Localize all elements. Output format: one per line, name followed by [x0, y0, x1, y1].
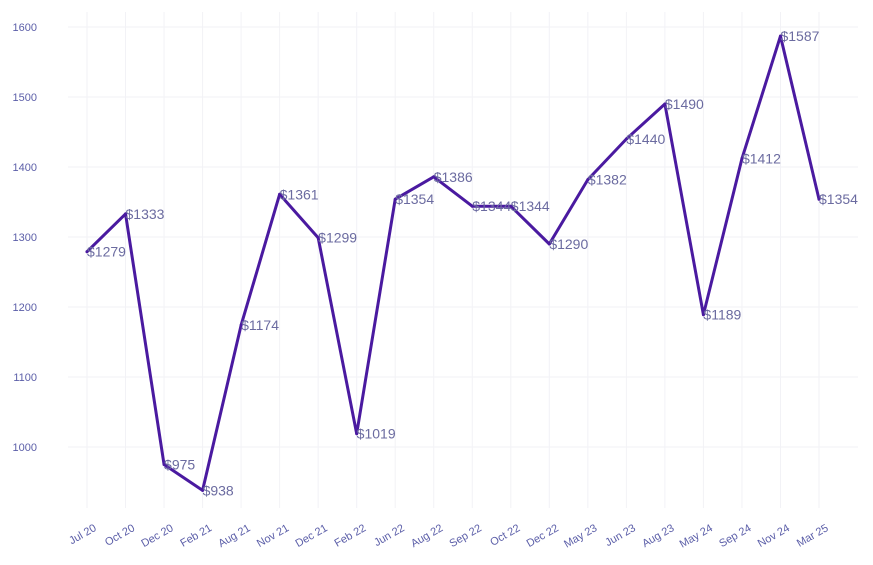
y-tick-label: 1600 [13, 22, 37, 34]
data-point [817, 197, 821, 201]
data-label: $1354 [395, 191, 434, 207]
data-label: $1382 [588, 172, 627, 188]
grid [68, 12, 858, 508]
x-tick-label: Dec 22 [525, 522, 561, 550]
data-point [316, 236, 320, 240]
data-label: $1354 [819, 191, 858, 207]
data-label: $1344 [511, 198, 550, 214]
x-tick-label: Sep 22 [448, 522, 484, 550]
data-label: $975 [164, 457, 195, 473]
data-label: $1279 [87, 244, 126, 260]
x-tick-label: Jun 22 [372, 522, 407, 549]
data-point [470, 204, 474, 208]
y-tick-label: 1100 [13, 372, 37, 384]
x-tick-label: Aug 22 [409, 522, 445, 550]
data-label: $938 [203, 482, 234, 498]
data-point [278, 192, 282, 196]
data-label: $1299 [318, 230, 357, 246]
x-tick-label: May 23 [562, 522, 599, 550]
data-point [701, 313, 705, 317]
data-point [663, 102, 667, 106]
x-tick-label: May 24 [678, 522, 715, 550]
data-point [239, 323, 243, 327]
x-tick-label: Mar 25 [795, 522, 831, 550]
x-axis: Jul 20 Oct 20 Dec 20 Feb 21 Aug 21 Nov 21 Dec … [67, 522, 830, 550]
y-tick-label: 1300 [13, 232, 37, 244]
data-point [162, 463, 166, 466]
data-label: $1189 [703, 307, 741, 323]
y-tick-label: 1500 [13, 92, 37, 104]
data-label: $1490 [665, 96, 704, 112]
data-point [355, 432, 359, 436]
y-axis: 1000 1100 1200 1300 1400 1500 1600 [13, 22, 37, 454]
data-point [586, 178, 590, 182]
data-point [393, 197, 397, 201]
x-tick-label: Nov 21 [255, 522, 291, 550]
data-label: $1386 [434, 169, 473, 185]
data-point [778, 34, 782, 38]
data-label: $1587 [780, 28, 819, 44]
data-label: $1174 [241, 317, 279, 333]
data-label: $1290 [549, 236, 588, 252]
data-point [201, 488, 205, 492]
x-tick-label: Oct 20 [103, 522, 137, 549]
data-point [547, 242, 551, 246]
data-point [124, 212, 128, 216]
series-line-price [85, 34, 821, 492]
x-tick-label: Jul 20 [67, 522, 98, 547]
data-point [740, 157, 744, 161]
x-tick-label: Feb 22 [333, 522, 369, 550]
x-tick-label: Dec 21 [293, 522, 329, 550]
x-tick-label: Feb 21 [178, 522, 214, 550]
data-label: $1361 [280, 186, 319, 202]
series [85, 34, 821, 492]
data-label: $1344 [472, 198, 511, 214]
data-label: $1019 [357, 426, 396, 442]
data-labels: $1279 $1333 $975 $938 $1174 $1361 $1299 $1019 $1… [87, 28, 858, 498]
x-tick-label: Jun 23 [603, 522, 638, 549]
y-tick-label: 1000 [13, 442, 37, 454]
data-point [432, 175, 436, 179]
y-tick-label: 1400 [13, 162, 37, 174]
y-tick-label: 1200 [13, 302, 37, 314]
data-point [509, 204, 513, 208]
data-label: $1412 [742, 151, 781, 167]
x-tick-label: Nov 24 [756, 522, 792, 550]
x-tick-label: Oct 22 [488, 522, 522, 549]
data-point [85, 250, 89, 254]
x-tick-label: Sep 24 [717, 522, 753, 550]
data-point [624, 137, 628, 141]
x-tick-label: Aug 21 [216, 522, 252, 550]
x-tick-label: Aug 23 [640, 522, 676, 550]
data-label: $1333 [126, 206, 165, 222]
x-tick-label: Dec 20 [139, 522, 175, 550]
data-label: $1440 [626, 131, 665, 147]
